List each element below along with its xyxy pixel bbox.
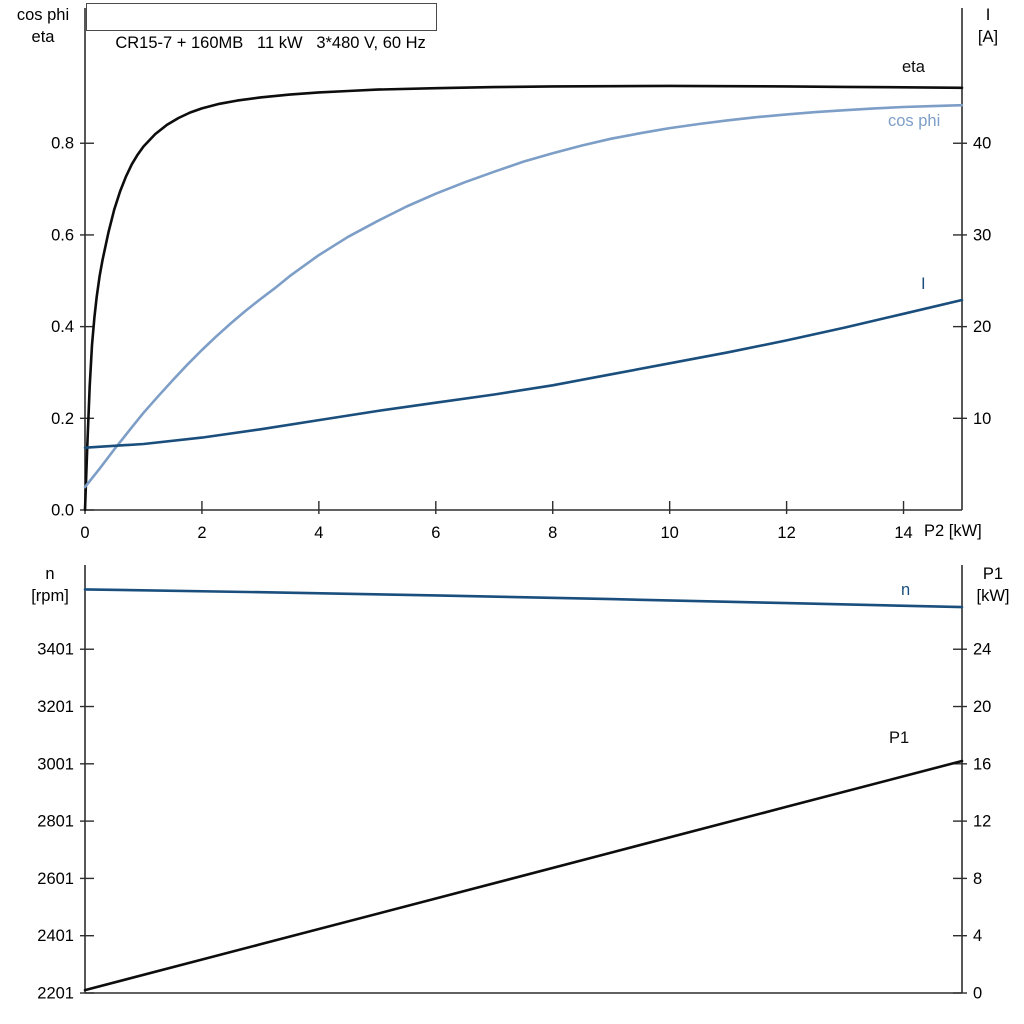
right-axis-tick-label: 40: [973, 135, 991, 153]
left-axis-unit-cosphi: cos phi: [16, 6, 70, 24]
x-axis-label: P2 [kW]: [924, 522, 982, 540]
p1-curve-label: P1: [889, 729, 910, 747]
x-axis-tick-label: 4: [314, 524, 323, 542]
eta-curve-label: eta: [902, 58, 925, 76]
left-axis-tick-label: 0.0: [51, 502, 74, 520]
left-axis-tick-label: 0.4: [51, 318, 74, 336]
right-axis-unit-amps: [A]: [977, 28, 999, 46]
x-axis-tick-label: 2: [197, 524, 206, 542]
right-axis-unit-p1: P1: [982, 565, 1004, 583]
right-axis-tick-label: 30: [973, 226, 991, 244]
left-axis-unit-n: n: [45, 565, 55, 583]
right-axis-tick-label: 12: [973, 813, 991, 831]
P1-curve: [83, 759, 964, 992]
right-axis-tick-label: 10: [973, 410, 991, 428]
I-curve: [83, 298, 964, 449]
left-axis-tick-label: 0.8: [51, 135, 74, 153]
left-axis-tick-label: 2601: [37, 870, 74, 888]
right-axis-tick-label: 16: [973, 755, 991, 773]
x-axis-tick-label: 14: [894, 524, 912, 542]
bottom-left-axis-label: n [rpm]: [16, 563, 84, 607]
right-axis-tick-label: 24: [973, 641, 991, 659]
current-curve-label: I: [921, 275, 926, 293]
right-axis-tick-label: 4: [973, 927, 982, 945]
n-curve: [83, 588, 964, 609]
top-left-axis-label: cos phi eta: [10, 4, 76, 48]
cos-phi-curve-label: cos phi: [888, 112, 941, 130]
left-axis-tick-label: 2401: [37, 927, 74, 945]
x-axis-tick-label: 12: [777, 524, 795, 542]
x-axis-tick-label: 8: [548, 524, 557, 542]
left-axis-tick-label: 3001: [37, 755, 74, 773]
cos phi-curve: [83, 103, 964, 489]
left-axis-tick-label: 3401: [37, 641, 74, 659]
x-axis-tick-label: 10: [660, 524, 678, 542]
right-axis-tick-label: 8: [973, 870, 982, 888]
left-axis-tick-label: 0.6: [51, 226, 74, 244]
eta-curve: [83, 84, 964, 512]
right-axis-unit-kw: [kW]: [976, 587, 1010, 605]
right-axis-tick-label: 0: [973, 985, 982, 1003]
top-right-axis-label: I [A]: [962, 4, 1014, 48]
right-axis-tick-label: 20: [973, 698, 991, 716]
left-axis-tick-label: 3201: [37, 698, 74, 716]
left-axis-tick-label: 0.2: [51, 410, 74, 428]
chart-title: CR15-7 + 160MB 11 kW 3*480 V, 60 Hz: [115, 34, 426, 52]
speed-curve-label: n: [901, 581, 911, 599]
left-axis-unit-eta: eta: [31, 28, 55, 46]
left-axis-unit-rpm: [rpm]: [31, 587, 69, 605]
left-axis-tick-label: 2201: [37, 985, 74, 1003]
bottom-right-axis-label: P1 [kW]: [966, 563, 1020, 607]
right-axis-tick-label: 20: [973, 318, 991, 336]
x-axis-tick-label: 6: [431, 524, 440, 542]
right-axis-unit-current: I: [985, 6, 991, 24]
x-axis-tick-label: 0: [80, 524, 89, 542]
chart-title-box: CR15-7 + 160MB 11 kW 3*480 V, 60 Hz: [86, 3, 437, 52]
left-axis-tick-label: 2801: [37, 813, 74, 831]
